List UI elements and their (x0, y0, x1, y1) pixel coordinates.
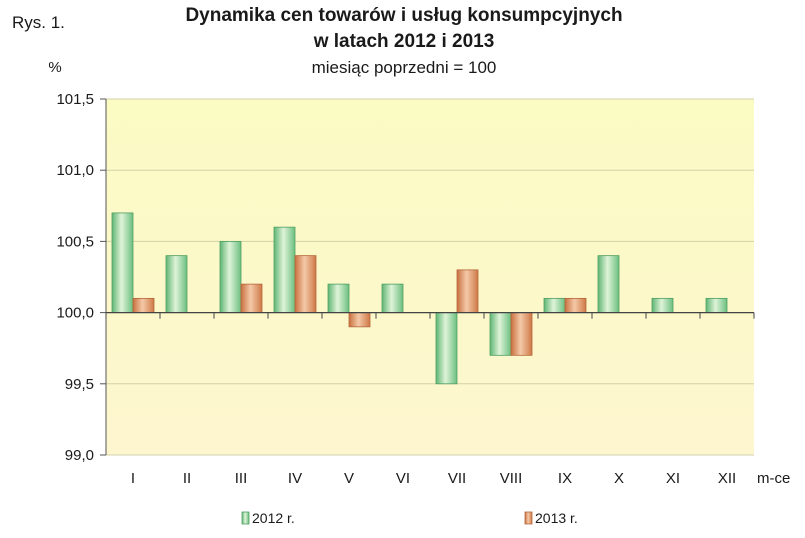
legend-swatch-2012 (241, 511, 250, 525)
x-tick-label: V (344, 470, 354, 487)
bar-2012-IV (273, 226, 296, 314)
bar-2012-III (219, 240, 242, 313)
bar-2012-XII (705, 297, 728, 313)
x-axis-label: m-ce (757, 470, 790, 487)
y-tick-label: 101,5 (56, 91, 94, 108)
legend-label-2012: 2012 r. (252, 510, 295, 526)
bar-2012-X (597, 255, 620, 313)
bar-2012-IX (543, 297, 566, 313)
x-tick-label: IV (288, 470, 302, 487)
bar-2012-VIII (489, 312, 512, 356)
x-tick-label: VI (396, 470, 410, 487)
bar-2013-III (240, 283, 263, 313)
y-tick-labels: 101,5 101,0 100,5 100,0 99,5 99,0 (56, 91, 94, 464)
figure-label: Rys. 1. (12, 13, 65, 32)
x-tick-label: IX (558, 470, 572, 487)
bar-2012-II (165, 255, 188, 313)
x-tick-label: VIII (500, 470, 523, 487)
bar-2012-VI (381, 283, 404, 313)
x-tick-label: X (614, 470, 624, 487)
bar-2013-IX (564, 297, 587, 313)
bar-2012-I (111, 212, 134, 313)
x-tick-label: VII (448, 470, 466, 487)
axes (100, 98, 755, 456)
x-tick-label: XI (666, 470, 680, 487)
bar-2013-V (348, 312, 371, 328)
bar-2013-I (132, 297, 155, 313)
bars (111, 212, 728, 385)
legend: 2012 r. 2013 r. (241, 510, 578, 526)
y-tick-label: 99,0 (65, 447, 94, 464)
y-axis-label: % (48, 59, 61, 76)
legend-swatch-2013 (524, 511, 533, 525)
bar-2013-IV (294, 255, 317, 313)
y-tick-label: 100,0 (56, 305, 94, 322)
bar-2012-VII (435, 312, 458, 385)
bar-2013-VII (456, 269, 479, 314)
bar-2012-V (327, 283, 350, 313)
x-tick-label: II (183, 470, 191, 487)
chart-title-line2: w latach 2012 i 2013 (313, 31, 495, 52)
y-tick-label: 99,5 (65, 376, 94, 393)
chart-subtitle: miesiąc poprzedni = 100 (312, 58, 497, 77)
legend-label-2013: 2013 r. (535, 510, 578, 526)
chart-title-line1: Dynamika cen towarów i usług konsumpcyjn… (185, 5, 622, 26)
x-tick-labels: I II III IV V VI VII VIII IX X XI XII (131, 470, 736, 487)
bar-2013-VIII (510, 312, 533, 356)
x-tick-label: XII (718, 470, 736, 487)
x-tick-label: I (131, 470, 135, 487)
bar-2012-XI (651, 297, 674, 313)
y-tick-label: 101,0 (56, 162, 94, 179)
y-tick-label: 100,5 (56, 233, 94, 250)
plot-area (106, 99, 754, 455)
x-tick-label: III (235, 470, 248, 487)
